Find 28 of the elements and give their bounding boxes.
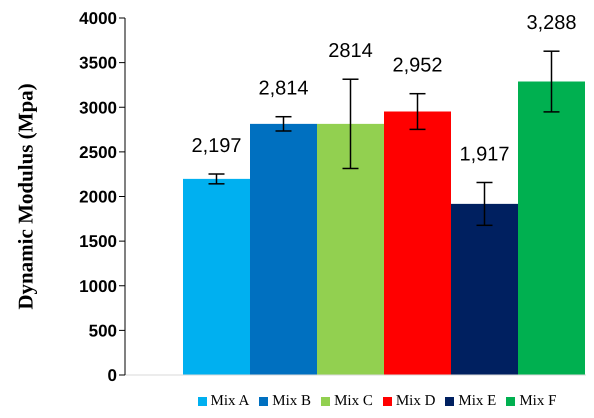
legend-label: Mix B <box>272 393 312 409</box>
bar <box>183 178 250 375</box>
bar <box>451 204 518 375</box>
y-tick-label: 4000 <box>79 9 117 28</box>
data-label: 2814 <box>328 40 373 62</box>
y-tick-label: 0 <box>108 366 117 386</box>
bar <box>317 124 384 375</box>
data-label: 2,952 <box>392 54 443 77</box>
data-label: 3,288 <box>526 12 577 34</box>
data-label: 2,197 <box>191 134 242 157</box>
bar <box>250 124 317 375</box>
data-label: 1,917 <box>459 143 510 166</box>
y-tick-label: 3000 <box>79 98 117 118</box>
y-tick-label: 1000 <box>79 276 117 296</box>
legend-label: Mix A <box>210 393 250 409</box>
y-tick-label: 500 <box>88 321 117 340</box>
bar <box>384 112 451 375</box>
legend-label: Mix F <box>519 393 556 409</box>
bar <box>518 82 585 375</box>
y-tick-label: 1500 <box>79 232 117 252</box>
y-tick-label: 2000 <box>79 188 117 207</box>
y-axis-title: Dynamic Modulus (Mpa) <box>13 83 38 310</box>
data-label: 2,814 <box>258 78 309 100</box>
legend-label: Mix E <box>458 393 496 409</box>
y-tick-label: 3500 <box>79 54 117 73</box>
legend-label: Mix D <box>396 393 436 409</box>
legend-label: Mix C <box>334 393 373 409</box>
y-tick-label: 2500 <box>79 142 117 162</box>
